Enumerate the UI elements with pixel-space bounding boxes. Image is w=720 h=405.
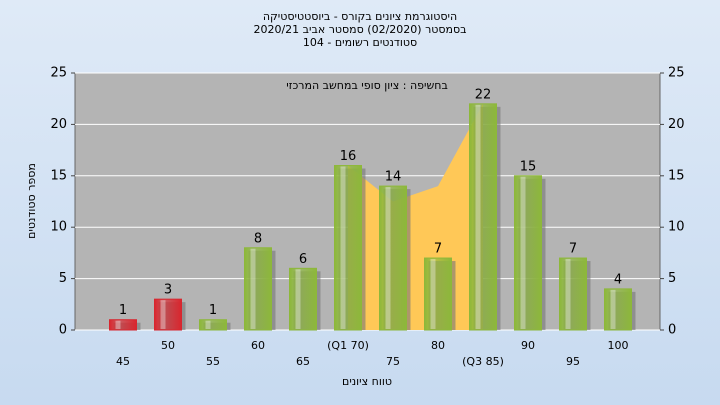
bar-shine — [340, 166, 346, 329]
data-label: 6 — [299, 252, 307, 267]
bar-shine — [385, 187, 391, 329]
x-tick-label: 45 — [116, 355, 130, 368]
data-label: 4 — [614, 272, 622, 287]
bar — [379, 185, 407, 331]
data-label: 15 — [520, 159, 537, 174]
bar-shine — [610, 289, 616, 329]
data-label: 22 — [475, 87, 492, 102]
y-tick-label: 25 — [50, 66, 67, 81]
bar-shine — [160, 300, 166, 329]
data-label: 1 — [209, 303, 217, 318]
x-tick-label: (Q1 70) — [327, 339, 369, 352]
bar-shine — [430, 259, 436, 329]
bar — [469, 103, 497, 331]
y-axis-label: מספר סטודנטים — [25, 163, 38, 239]
bar — [154, 298, 182, 331]
y-tick-label: 0 — [59, 323, 67, 338]
x-tick-label: (Q3 85) — [462, 355, 504, 368]
bar-shine — [295, 269, 301, 329]
data-label: 1 — [119, 303, 127, 318]
bar — [244, 247, 272, 331]
y-tick-label: 25 — [668, 66, 685, 81]
bar — [334, 165, 362, 331]
bar-shine — [475, 104, 481, 329]
x-tick-label: 60 — [251, 339, 265, 352]
x-tick-label: 75 — [386, 355, 400, 368]
x-tick-label: 65 — [296, 355, 310, 368]
y-tick-label: 15 — [668, 168, 685, 183]
y-tick-label: 20 — [50, 117, 67, 132]
y-tick-label: 5 — [59, 271, 67, 286]
data-label: 14 — [385, 170, 402, 185]
x-tick-label: 55 — [206, 355, 220, 368]
y-tick-label: 10 — [668, 220, 685, 235]
bar — [604, 288, 632, 331]
bar-shine — [520, 176, 526, 329]
y-tick-label: 20 — [668, 117, 685, 132]
title-line: בסמסטר (02/2020) סמסטר אביב 2020/21 — [253, 23, 466, 36]
data-label: 7 — [434, 242, 442, 257]
bar — [424, 257, 452, 331]
x-tick-label: 80 — [431, 339, 445, 352]
bar — [199, 319, 227, 331]
y-tick-label: 15 — [50, 168, 67, 183]
title-line: סטודנטים רשומים - 104 — [303, 36, 417, 49]
x-tick-label: 100 — [608, 339, 629, 352]
bar-shine — [205, 320, 211, 329]
bar — [559, 257, 587, 331]
y-tick-label: 0 — [668, 323, 676, 338]
title-line: היסטוגרמת ציונים בקורס - ביוסטטיסטיקה — [263, 10, 457, 23]
bar — [109, 319, 137, 331]
bar-shine — [115, 320, 121, 329]
x-tick-label: 50 — [161, 339, 175, 352]
bar-shine — [250, 248, 256, 329]
y-tick-label: 5 — [668, 271, 676, 286]
x-tick-label: 95 — [566, 355, 580, 368]
data-label: 16 — [340, 149, 357, 164]
data-label: 8 — [254, 231, 262, 246]
bar — [289, 267, 317, 331]
x-axis-label: טווח ציונים — [342, 375, 392, 388]
annotation: בחשיפה : ציון סופי במחשב המרכזי — [286, 79, 448, 92]
bar-shine — [565, 259, 571, 329]
data-label: 3 — [164, 283, 172, 298]
x-tick-label: 90 — [521, 339, 535, 352]
data-label: 7 — [569, 242, 577, 257]
bar — [514, 175, 542, 331]
y-tick-label: 10 — [50, 220, 67, 235]
